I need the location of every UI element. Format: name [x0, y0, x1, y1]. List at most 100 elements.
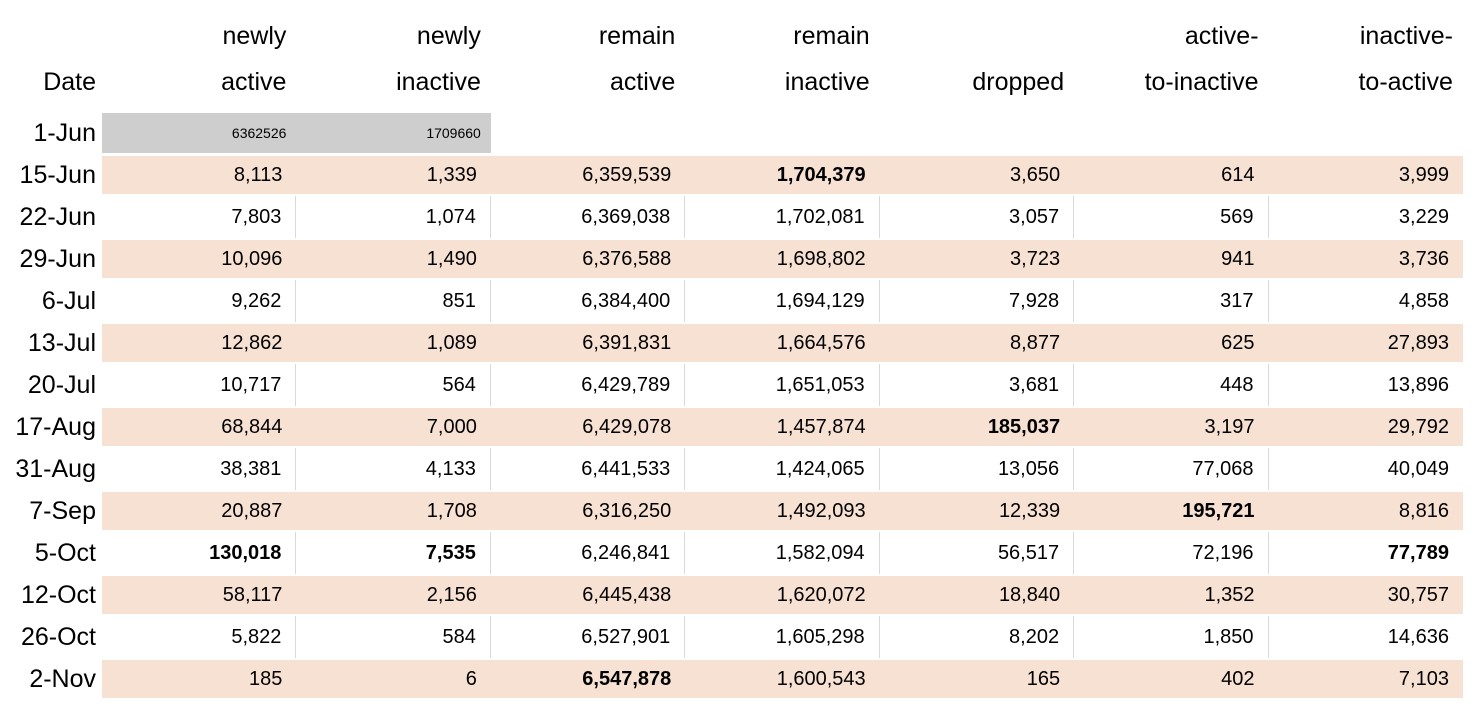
cell-newly-active[interactable]: 130,018 [102, 532, 297, 574]
cell-remain-active[interactable]: 6,429,789 [491, 364, 686, 406]
cell-inactive-to-active[interactable]: 14,636 [1387, 625, 1449, 648]
cell-remain-inactive[interactable]: 1,492,093 [685, 492, 880, 530]
cell-remain-inactive[interactable]: 1,582,094 [685, 532, 880, 574]
cell-newly-inactive[interactable]: 2,156 [296, 576, 491, 614]
cell-inactive-to-active[interactable]: 29,792 [1268, 408, 1463, 446]
cell-dropped[interactable] [880, 113, 1074, 153]
cell-active-to-inactive[interactable]: 77,068 [1074, 448, 1269, 490]
cell-remain-active[interactable]: 6,246,841 [491, 532, 686, 574]
cell-remain-inactive[interactable]: 1,702,081 [685, 196, 880, 238]
column-header-active-to-inactive[interactable]: active-to-inactive [1074, 13, 1268, 112]
cell-newly-inactive[interactable]: 4,133 [296, 448, 491, 490]
cell-newly-active[interactable]: 68,844 [102, 408, 297, 446]
cell-active-to-inactive[interactable]: 614 [1074, 156, 1269, 194]
column-header-newly-inactive[interactable]: newly inactive [296, 13, 490, 112]
cell-remain-active[interactable]: 6,384,400 [491, 280, 686, 322]
cell-active-to-inactive[interactable]: 1,352 [1074, 576, 1269, 614]
cell-remain-inactive[interactable]: 1,457,874 [685, 408, 880, 446]
cell-active-to-inactive[interactable]: 72,196 [1074, 532, 1269, 574]
cell-newly-inactive[interactable]: 564 [296, 364, 491, 406]
cell-inactive-to-active[interactable]: 3,736 [1268, 240, 1463, 278]
cell-dropped[interactable]: 3,681 [880, 364, 1075, 406]
date-cell[interactable]: 1-Jun [0, 113, 102, 153]
cell-newly-active[interactable]: 6362526 [102, 113, 297, 153]
cell-inactive-to-active[interactable]: 40,049 [1387, 457, 1449, 480]
cell-newly-inactive[interactable]: 1,339 [296, 156, 491, 194]
date-cell[interactable]: 12-Oct [0, 576, 102, 614]
date-cell[interactable]: 6-Jul [0, 280, 102, 322]
cell-newly-inactive[interactable]: 7,000 [296, 408, 491, 446]
column-header-inactive-to-active[interactable]: inactive-to-active [1269, 13, 1463, 112]
cell-remain-active[interactable]: 6,376,588 [490, 240, 686, 278]
cell-remain-active[interactable]: 6,441,533 [491, 448, 686, 490]
cell-newly-active[interactable]: 5,822 [102, 616, 297, 658]
cell-newly-active[interactable]: 9,262 [102, 280, 297, 322]
cell-remain-active[interactable]: 6,369,038 [491, 196, 686, 238]
cell-newly-active[interactable]: 58,117 [102, 576, 297, 614]
cell-dropped[interactable]: 13,056 [880, 448, 1075, 490]
cell-active-to-inactive[interactable]: 1,850 [1074, 616, 1269, 658]
cell-remain-inactive[interactable]: 1,704,379 [685, 156, 880, 194]
cell-newly-active[interactable]: 10,096 [102, 240, 297, 278]
cell-active-to-inactive[interactable]: 569 [1074, 196, 1269, 238]
cell-dropped[interactable]: 18,840 [879, 576, 1075, 614]
cell-dropped[interactable]: 7,928 [880, 280, 1075, 322]
cell-remain-inactive[interactable]: 1,698,802 [685, 240, 880, 278]
cell-active-to-inactive[interactable]: 402 [1074, 660, 1269, 698]
cell-remain-inactive[interactable]: 1,600,543 [685, 660, 880, 698]
cell-inactive-to-active[interactable]: 8,816 [1268, 492, 1463, 530]
cell-inactive-to-active[interactable]: 30,757 [1268, 576, 1463, 614]
cell-inactive-to-active[interactable] [1269, 113, 1463, 153]
cell-newly-active[interactable]: 7,803 [102, 196, 297, 238]
cell-newly-inactive[interactable]: 1,089 [296, 324, 491, 362]
cell-newly-active[interactable]: 38,381 [102, 448, 297, 490]
column-header-dropped[interactable]: dropped [880, 59, 1074, 112]
date-cell[interactable]: 31-Aug [0, 448, 102, 490]
column-header-remain-inactive[interactable]: remain inactive [685, 13, 879, 112]
cell-newly-active[interactable]: 8,113 [102, 156, 297, 194]
date-cell[interactable]: 17-Aug [0, 408, 102, 446]
cell-remain-active[interactable]: 6,527,901 [491, 616, 686, 658]
cell-inactive-to-active[interactable]: 7,103 [1268, 660, 1463, 698]
cell-active-to-inactive[interactable]: 195,721 [1074, 492, 1269, 530]
column-header-date[interactable]: Date [0, 59, 102, 112]
cell-remain-inactive[interactable]: 1,651,053 [685, 364, 880, 406]
cell-newly-inactive[interactable]: 584 [296, 616, 491, 658]
cell-newly-inactive[interactable]: 1709660 [296, 113, 491, 153]
cell-remain-active[interactable]: 6,547,878 [490, 660, 686, 698]
cell-active-to-inactive[interactable]: 625 [1074, 324, 1269, 362]
cell-active-to-inactive[interactable]: 3,197 [1074, 408, 1269, 446]
date-cell[interactable]: 22-Jun [0, 196, 102, 238]
date-cell[interactable]: 26-Oct [0, 616, 102, 658]
cell-newly-active[interactable]: 10,717 [102, 364, 297, 406]
date-cell[interactable]: 2-Nov [0, 660, 102, 698]
cell-dropped[interactable]: 165 [879, 660, 1075, 698]
cell-newly-inactive[interactable]: 6 [296, 660, 491, 698]
cell-inactive-to-active[interactable]: 3,229 [1398, 205, 1449, 228]
cell-remain-inactive[interactable]: 1,664,576 [685, 324, 880, 362]
cell-inactive-to-active[interactable]: 77,789 [1387, 541, 1449, 564]
cell-newly-active[interactable]: 185 [102, 660, 297, 698]
cell-dropped[interactable]: 56,517 [880, 532, 1075, 574]
cell-inactive-to-active[interactable]: 4,858 [1398, 289, 1449, 312]
cell-dropped[interactable]: 3,723 [879, 240, 1075, 278]
cell-newly-inactive[interactable]: 851 [296, 280, 491, 322]
date-cell[interactable]: 5-Oct [0, 532, 102, 574]
cell-remain-active[interactable]: 6,445,438 [490, 576, 686, 614]
cell-active-to-inactive[interactable] [1074, 113, 1268, 153]
cell-newly-inactive[interactable]: 1,708 [296, 492, 491, 530]
cell-active-to-inactive[interactable]: 317 [1074, 280, 1269, 322]
date-cell[interactable]: 13-Jul [0, 324, 102, 362]
cell-inactive-to-active[interactable]: 27,893 [1268, 324, 1463, 362]
cell-newly-active[interactable]: 20,887 [102, 492, 297, 530]
cell-newly-active[interactable]: 12,862 [102, 324, 297, 362]
cell-dropped[interactable]: 12,339 [879, 492, 1075, 530]
cell-dropped[interactable]: 8,877 [879, 324, 1075, 362]
cell-newly-inactive[interactable]: 1,490 [296, 240, 491, 278]
cell-remain-inactive[interactable]: 1,605,298 [685, 616, 880, 658]
cell-remain-active[interactable]: 6,429,078 [490, 408, 686, 446]
cell-remain-active[interactable]: 6,359,539 [490, 156, 686, 194]
cell-inactive-to-active[interactable]: 3,999 [1268, 156, 1463, 194]
cell-dropped[interactable]: 185,037 [879, 408, 1075, 446]
cell-inactive-to-active[interactable]: 13,896 [1387, 373, 1449, 396]
